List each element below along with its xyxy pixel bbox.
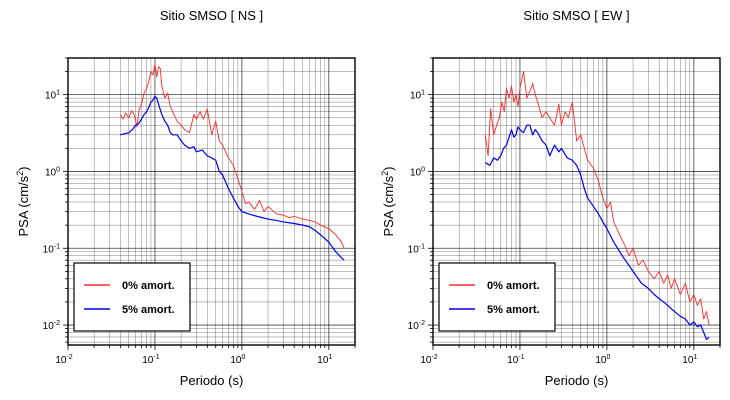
x-tick-label: 10-2 xyxy=(55,354,72,366)
chart-panel-2: 10-2 10-1 100 101 10-2 10-1 100 101 Sitio SMSO [… xyxy=(380,8,721,388)
y-axis-label: PSA (cm/s2) xyxy=(15,166,31,236)
legend-label: 0% amort. xyxy=(122,280,175,292)
x-tick-label: 101 xyxy=(317,354,332,366)
x-tick-label: 100 xyxy=(230,354,245,366)
chart-title: Sitio SMSO [ EW ] xyxy=(523,8,629,23)
x-axis-label: Periodo (s) xyxy=(545,373,609,388)
x-tick-label: 100 xyxy=(595,354,610,366)
series-line-damped xyxy=(120,95,345,261)
x-axis-label: Periodo (s) xyxy=(180,373,244,388)
x-tick-label: 10-1 xyxy=(507,354,524,366)
y-tick-label: 101 xyxy=(410,90,425,102)
y-axis-label: PSA (cm/s2) xyxy=(380,166,396,236)
legend-label: 0% amort. xyxy=(487,280,540,292)
legend-box xyxy=(73,262,191,332)
plot-frame xyxy=(67,57,356,346)
plot-frame xyxy=(432,57,721,346)
y-tick-label: 10-2 xyxy=(43,320,60,332)
legend: 0% amort. 5% amort. xyxy=(438,262,556,332)
legend: 0% amort. 5% amort. xyxy=(73,262,191,332)
legend-box xyxy=(438,262,556,332)
y-tick-label: 100 xyxy=(45,166,60,178)
chart-panel-1: 10-2 10-1 100 101 10-2 10-1 100 101 Sitio SMSO [… xyxy=(15,8,356,388)
y-tick-label: 10-1 xyxy=(408,243,425,255)
x-tick-label: 101 xyxy=(682,354,697,366)
series-line-damped xyxy=(485,124,710,341)
series-line-undamped xyxy=(119,63,345,249)
y-tick-label: 10-2 xyxy=(408,320,425,332)
grid xyxy=(67,57,356,345)
grid xyxy=(432,57,721,345)
legend-label: 5% amort. xyxy=(122,304,175,316)
y-tick-label: 101 xyxy=(45,90,60,102)
y-tick-label: 10-1 xyxy=(43,243,60,255)
x-tick-label: 10-1 xyxy=(142,354,159,366)
legend-label: 5% amort. xyxy=(487,304,540,316)
x-tick-label: 10-2 xyxy=(420,354,437,366)
series-line-undamped xyxy=(484,71,710,326)
chart-title: Sitio SMSO [ NS ] xyxy=(160,8,263,23)
y-tick-label: 100 xyxy=(410,166,425,178)
